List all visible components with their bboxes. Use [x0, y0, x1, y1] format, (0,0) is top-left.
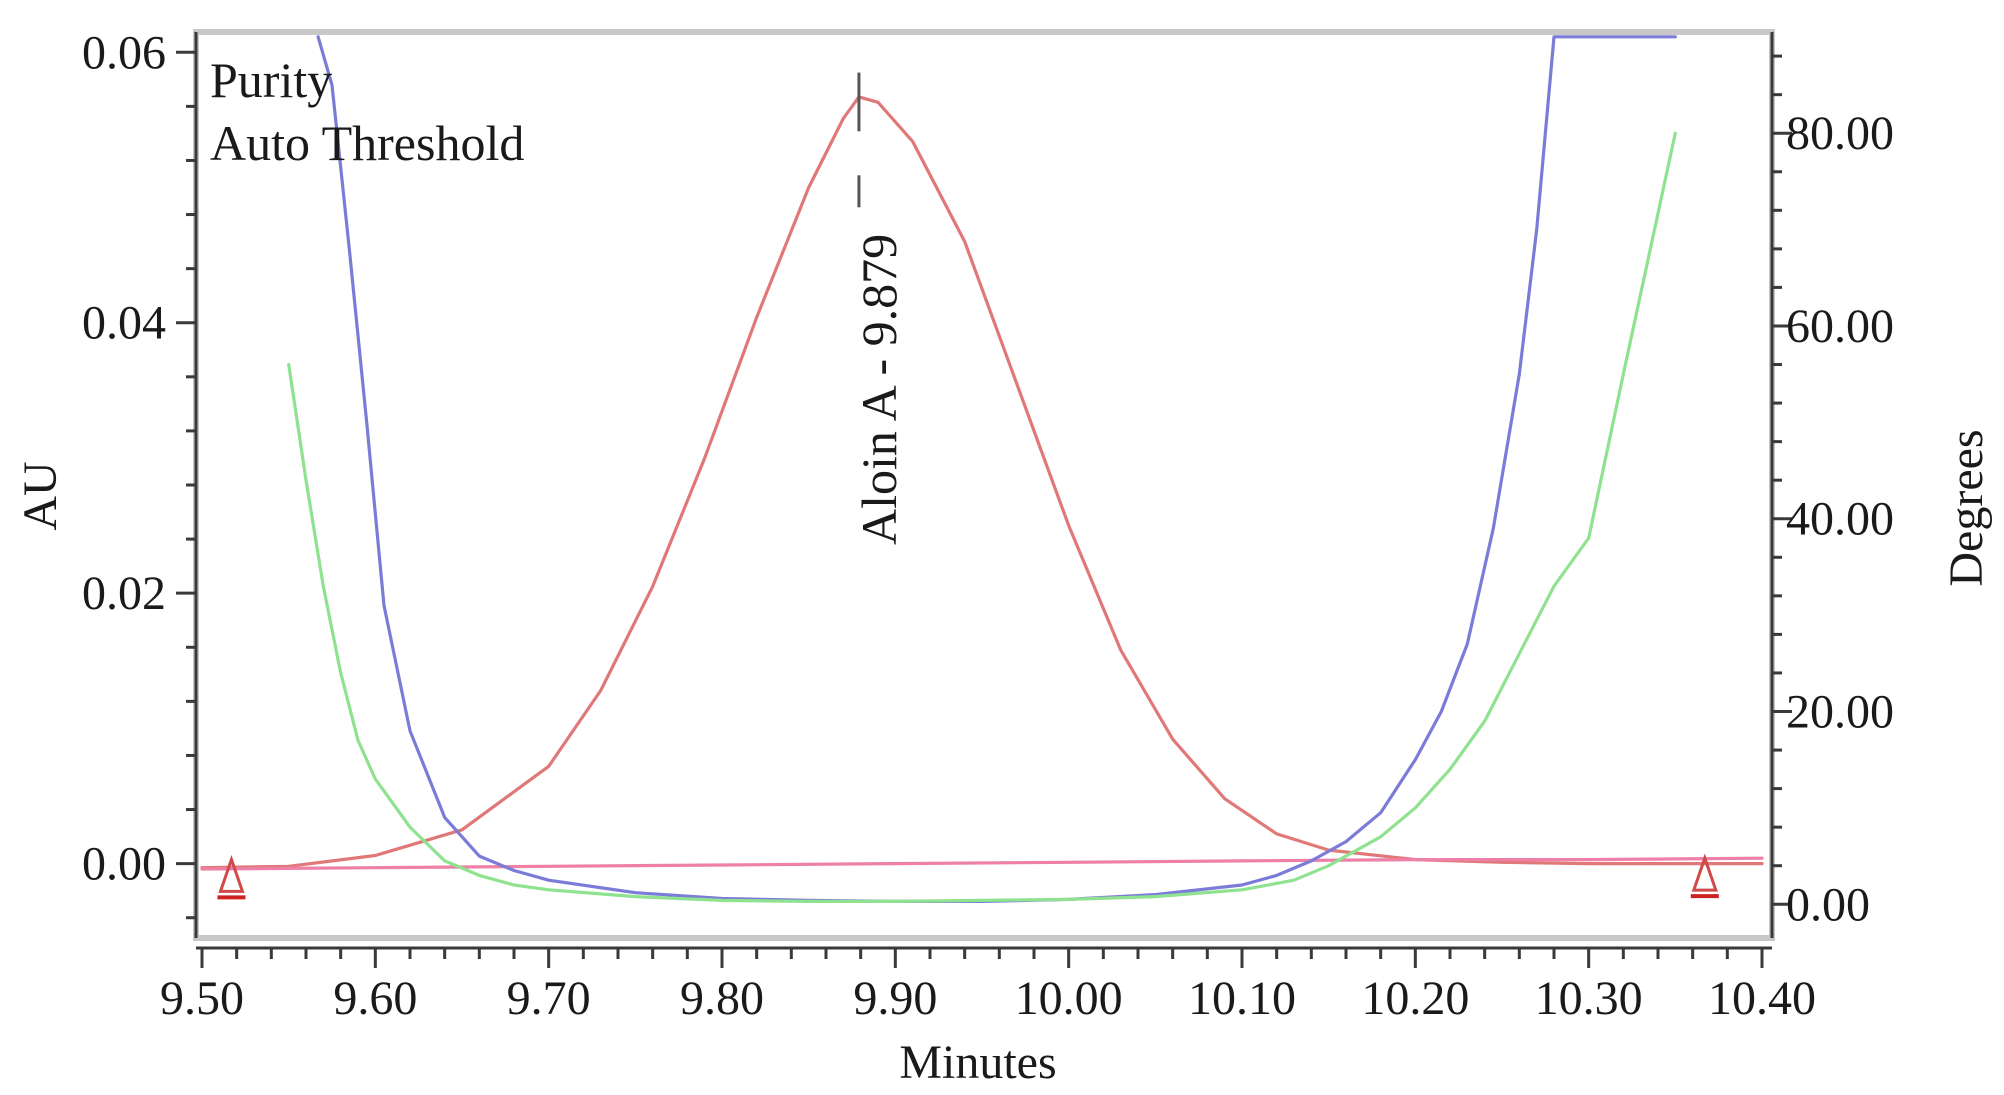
- x-tick-label: 10.10: [1188, 972, 1296, 1025]
- right-tick-label: 0.00: [1786, 878, 1870, 931]
- x-tick-label: 10.40: [1708, 972, 1816, 1025]
- x-tick-label: 10.00: [1015, 972, 1123, 1025]
- right-tick-label: 40.00: [1786, 493, 1894, 546]
- left-tick-label: 0.04: [82, 297, 166, 350]
- right-minor-ticks: [1772, 54, 1782, 868]
- left-tick-label: 0.02: [82, 567, 166, 620]
- x-tick-label: 9.50: [160, 972, 244, 1025]
- peak-label: Aloin A - 9.879: [851, 234, 907, 545]
- legend-auto-threshold: Auto Threshold: [210, 115, 524, 171]
- x-tick-label: 9.80: [680, 972, 764, 1025]
- x-tick-label: 10.20: [1361, 972, 1469, 1025]
- legend-purity: Purity: [210, 52, 332, 108]
- left-tick-label: 0.00: [82, 838, 166, 891]
- x-axis-title: Minutes: [899, 1036, 1056, 1089]
- left-minor-ticks: [186, 104, 196, 920]
- right-axis-ticks: 0.00 20.00 40.00 60.00 80.00: [1772, 107, 1894, 931]
- x-tick-label: 10.30: [1535, 972, 1643, 1025]
- right-tick-label: 60.00: [1786, 300, 1894, 353]
- left-axis-ticks: 0.00 0.02 0.04 0.06: [82, 26, 196, 891]
- x-tick-label: 9.90: [853, 972, 937, 1025]
- integration-start-marker: [218, 854, 245, 893]
- right-tick-label: 20.00: [1786, 686, 1894, 739]
- right-tick-label: 80.00: [1786, 107, 1894, 160]
- integration-end-marker: [1691, 853, 1718, 892]
- left-tick-label: 0.06: [82, 26, 166, 79]
- x-tick-label: 9.60: [333, 972, 417, 1025]
- series-layer: [200, 35, 1764, 903]
- x-axis-ticks: 9.50 9.60 9.70 9.80 9.90 10.00 10.10 10.20 10.30…: [160, 948, 1816, 1025]
- left-axis-title: AU: [14, 461, 67, 530]
- chromatogram-line: [200, 95, 1764, 870]
- x-tick-label: 9.70: [507, 972, 591, 1025]
- marker-layer: [217, 72, 1719, 900]
- threshold-angle-line: [287, 131, 1677, 903]
- x-minor-ticks: [235, 948, 1729, 959]
- right-axis-title: Degrees: [1940, 429, 1993, 586]
